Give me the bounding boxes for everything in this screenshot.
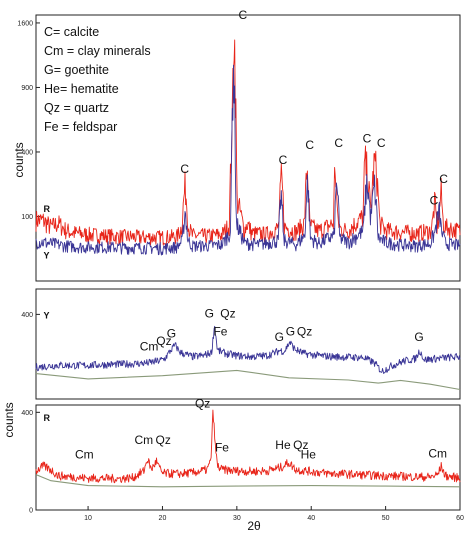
- peak-label: Cm: [428, 447, 447, 461]
- legend-entry: Fe = feldspar: [44, 120, 117, 134]
- peak-label: Qz: [297, 325, 312, 339]
- peak-label: Qz: [293, 438, 308, 452]
- x-axis-title: 2θ: [247, 519, 261, 533]
- y-tick-label: 400: [21, 149, 33, 156]
- y-tick-label: 900: [21, 85, 33, 92]
- peak-label: C: [334, 136, 343, 150]
- legend: C= calcite Cm = clay minerals G= goethit…: [44, 25, 151, 134]
- peak-label: Cm: [135, 433, 154, 447]
- legend-entry: Qz = quartz: [44, 101, 109, 115]
- x-tick-label: 30: [233, 515, 241, 522]
- peak-label: G: [275, 330, 284, 344]
- series-line-y: [35, 325, 461, 374]
- y-tick-label: 400: [21, 410, 33, 417]
- peak-label: C: [180, 162, 189, 176]
- bottom-ylabel: counts: [2, 402, 16, 437]
- peak-label: C: [305, 138, 314, 152]
- peak-label: Qz: [156, 433, 171, 447]
- peak-label: He: [275, 438, 291, 452]
- peak-label: G: [167, 327, 176, 341]
- peak-label: Qz: [156, 334, 171, 348]
- series-line-r: [35, 409, 461, 484]
- peak-label: G: [205, 307, 214, 321]
- peak-label: Fe: [213, 325, 227, 339]
- peak-label: C: [439, 172, 448, 186]
- peak-label: C: [377, 136, 386, 150]
- y-tick-label: 100: [21, 214, 33, 221]
- series-mark: Y: [43, 251, 49, 261]
- series-mark: R: [43, 204, 50, 214]
- baseline-line: [35, 369, 461, 391]
- peak-label: Qz: [195, 396, 210, 410]
- x-tick-label: 10: [84, 515, 92, 522]
- legend-entry: Cm = clay minerals: [44, 44, 151, 58]
- y-tick-label: 400: [21, 312, 33, 319]
- series-mark: Y: [43, 311, 49, 321]
- bottom-panel-frame: [35, 404, 461, 511]
- peak-label: Cm: [140, 339, 159, 353]
- peak-label: C: [238, 8, 247, 22]
- peak-label: Cm: [75, 448, 94, 462]
- series-mark: R: [43, 413, 50, 423]
- peak-label: C: [279, 153, 288, 167]
- peak-label: G: [286, 325, 295, 339]
- legend-entry: C= calcite: [44, 25, 99, 39]
- x-tick-label: 20: [159, 515, 167, 522]
- x-tick-label: 50: [382, 515, 390, 522]
- x-tick-label: 40: [307, 515, 315, 522]
- middle-panel-frame: [35, 288, 461, 400]
- y-tick-label: 0: [29, 508, 33, 515]
- legend-entry: G= goethite: [44, 63, 109, 77]
- peak-label: Fe: [215, 440, 229, 454]
- peak-label: C: [430, 194, 439, 208]
- top-ylabel: counts: [12, 142, 26, 177]
- x-tick-label: 60: [456, 515, 464, 522]
- peak-label: He: [301, 448, 317, 462]
- peak-label: C: [363, 132, 372, 146]
- legend-entry: He= hematite: [44, 82, 119, 96]
- y-tick-label: 1600: [17, 20, 33, 27]
- peak-label: Qz: [220, 307, 235, 321]
- series-line-r: [35, 39, 461, 246]
- baseline-line: [35, 474, 461, 488]
- top-panel-frame: [35, 14, 461, 282]
- peak-label: G: [414, 330, 423, 344]
- series-line-y: [35, 64, 461, 256]
